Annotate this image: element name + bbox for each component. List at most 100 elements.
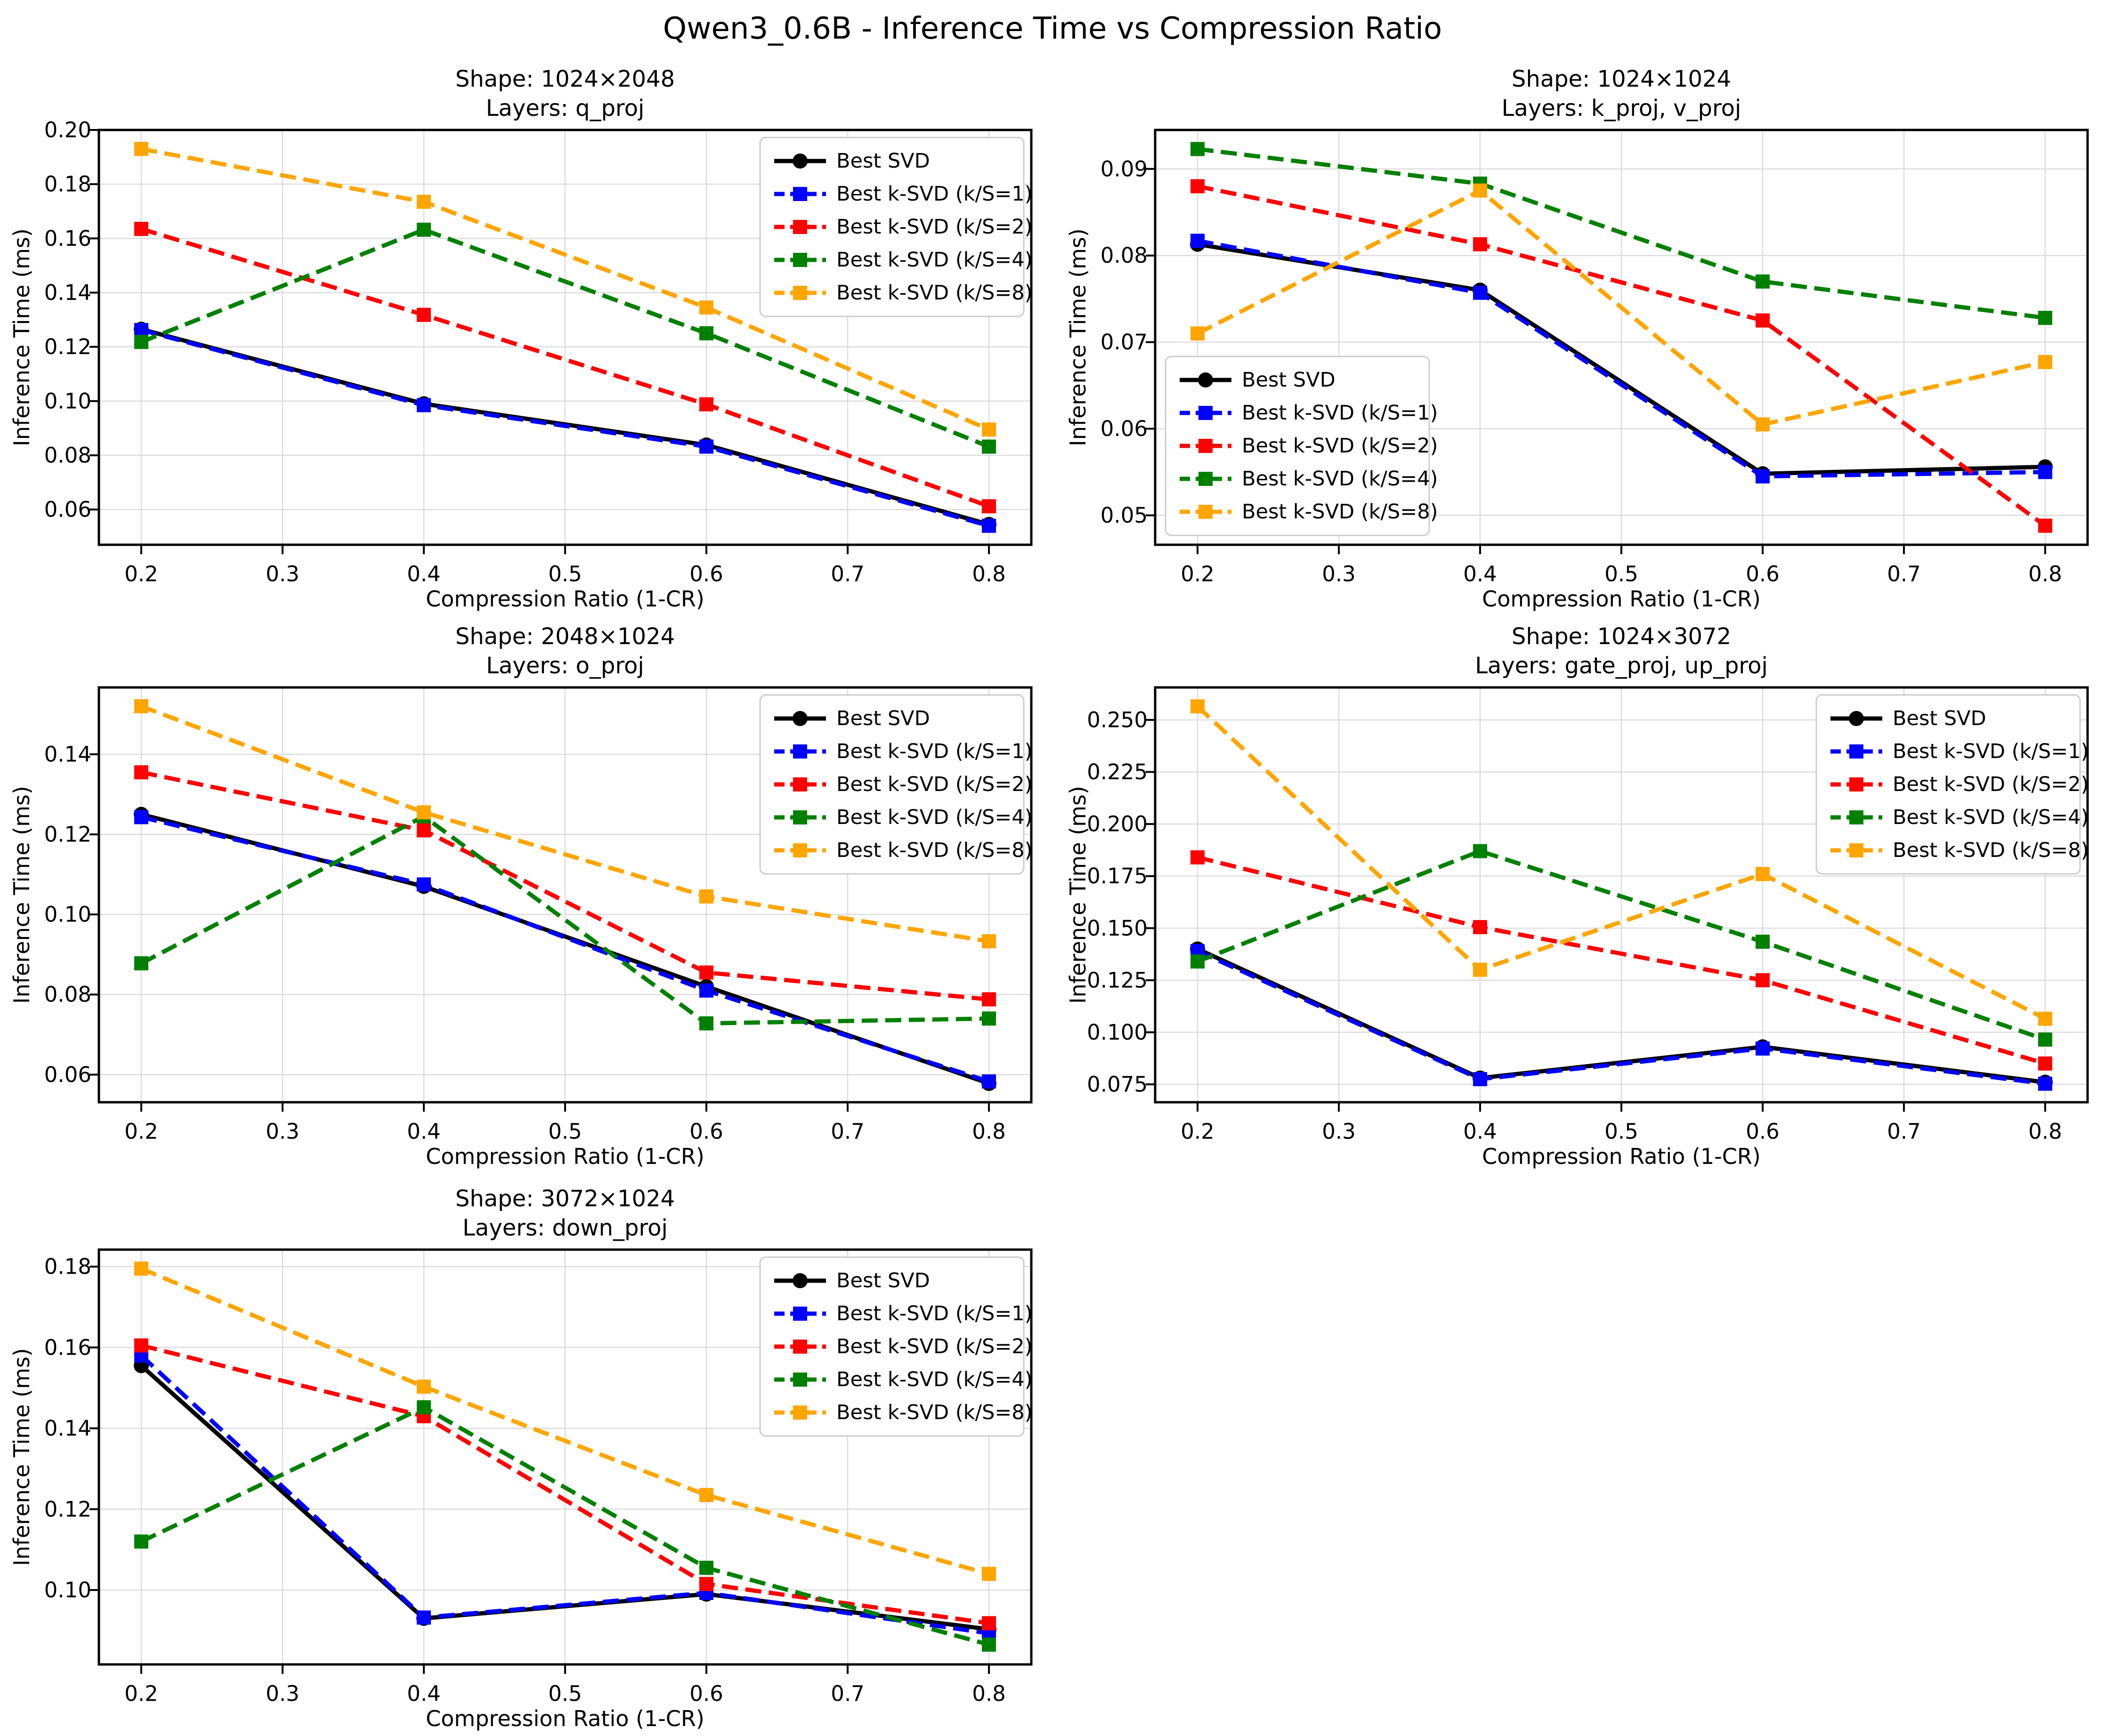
subplot-down-proj: Shape: 3072×1024 Layers: down_proj 0.2 0.3 0… (0, 1176, 1052, 1736)
x-tick-label: 0.2 (124, 562, 158, 587)
data-point-marker (699, 889, 713, 904)
legend-label: Best k-SVD (k/S=1) (836, 1302, 1032, 1325)
data-point-marker (417, 307, 431, 322)
y-tick-label: 0.06 (44, 497, 91, 522)
legend-label: Best SVD (1893, 707, 1986, 730)
legend-label: Best k-SVD (k/S=2) (1242, 434, 1438, 458)
y-tick-label: 0.175 (1087, 864, 1148, 888)
legend-marker (1198, 439, 1213, 453)
legend-marker (793, 744, 807, 759)
legend-label: Best k-SVD (k/S=1) (836, 740, 1032, 763)
data-point-marker (982, 422, 996, 437)
legend-marker (793, 286, 807, 300)
subplot-title: Shape: 1024×3072 Layers: gate_proj, up_pr… (1475, 623, 1768, 679)
data-point-marker (699, 965, 713, 980)
data-point-marker (417, 823, 431, 838)
subplot-title-shape: Shape: 3072×1024 (455, 1186, 675, 1212)
legend-marker (793, 1405, 807, 1420)
series-best-k-svd-k-s-1- (134, 323, 996, 533)
y-tick-label: 0.14 (44, 280, 91, 305)
y-axis-label: Inference Time (ms) (9, 786, 34, 1004)
data-point-marker (417, 398, 431, 412)
x-tick-label: 0.5 (548, 1681, 582, 1706)
subplot-title: Shape: 2048×1024 Layers: o_proj (455, 623, 675, 679)
series-best-k-svd-k-s-4- (134, 222, 996, 454)
y-tick-label: 0.225 (1087, 759, 1148, 784)
y-axis-label: Inference Time (ms) (1065, 786, 1091, 1004)
data-point-marker (134, 1261, 148, 1276)
data-point-marker (417, 805, 431, 820)
legend-marker (793, 153, 808, 169)
x-tick-label: 0.6 (689, 1119, 723, 1144)
data-point-marker (982, 1616, 996, 1631)
legend-label: Best k-SVD (k/S=1) (1893, 740, 2089, 763)
data-point-marker (134, 765, 148, 780)
subplot-title-layers: Layers: down_proj (462, 1215, 668, 1241)
x-tick-label: 0.2 (124, 1119, 158, 1144)
subplot-title-layers: Layers: o_proj (486, 653, 644, 679)
x-tick-label: 0.7 (831, 1681, 865, 1706)
legend-label: Best k-SVD (k/S=1) (836, 182, 1032, 206)
legend: Best SVD Best k-SVD (k/S=1) Best k-SVD (k/… (759, 137, 1032, 317)
data-point-marker (982, 1074, 996, 1089)
data-point-marker (1473, 920, 1487, 935)
data-point-marker (982, 518, 996, 533)
data-point-marker (134, 1534, 148, 1549)
y-tick-label: 0.150 (1087, 916, 1148, 941)
series-best-k-svd-k-s-4- (1190, 844, 2052, 1047)
series-best-k-svd-k-s-1- (134, 810, 996, 1089)
subplot-title: Shape: 1024×2048 Layers: q_proj (455, 66, 675, 121)
data-point-marker (982, 934, 996, 949)
y-tick-label: 0.075 (1087, 1072, 1148, 1097)
data-point-marker (134, 323, 148, 337)
data-point-marker (699, 300, 713, 315)
x-tick-label: 0.7 (1887, 562, 1921, 587)
x-tick-label: 0.3 (1322, 562, 1356, 587)
y-tick-label: 0.16 (44, 1335, 91, 1360)
data-point-marker (1473, 1072, 1487, 1086)
x-tick-label: 0.4 (407, 562, 441, 587)
legend-label: Best k-SVD (k/S=8) (836, 281, 1032, 305)
y-tick-label: 0.250 (1087, 707, 1148, 732)
data-point-marker (417, 1380, 431, 1394)
data-point-marker (417, 1610, 431, 1625)
subplot-title-layers: Layers: k_proj, v_proj (1502, 95, 1741, 121)
subplot-title-shape: Shape: 2048×1024 (455, 623, 675, 650)
legend: Best SVD Best k-SVD (k/S=1) Best k-SVD (k/… (759, 694, 1032, 875)
x-tick-label: 0.2 (1181, 562, 1214, 587)
y-tick-label: 0.12 (44, 334, 91, 359)
x-tick-label: 0.4 (1463, 1119, 1497, 1144)
legend-label: Best SVD (1242, 368, 1336, 392)
legend-marker (793, 843, 807, 857)
y-tick-label: 0.10 (44, 902, 91, 927)
data-point-marker (1190, 326, 1205, 341)
data-point-marker (1190, 954, 1205, 969)
data-point-marker (134, 142, 148, 156)
x-tick-label: 0.2 (1181, 1119, 1214, 1144)
series-best-k-svd-k-s-2- (1190, 850, 2052, 1071)
x-tick-label: 0.4 (407, 1681, 441, 1706)
data-point-marker (1473, 285, 1487, 300)
y-axis: 0.06 0.08 0.10 0.12 0.14 0.16 0.18 0.20 Inferenc… (9, 118, 99, 522)
series-best-k-svd-k-s-1- (1190, 234, 2052, 484)
x-tick-label: 0.7 (1887, 1119, 1921, 1144)
legend-marker (1849, 777, 1863, 791)
y-tick-label: 0.12 (44, 1497, 91, 1522)
legend-marker (1849, 744, 1863, 759)
y-tick-label: 0.06 (44, 1062, 91, 1087)
subplot-title-shape: Shape: 1024×1024 (1512, 66, 1731, 92)
data-point-marker (699, 439, 713, 454)
subplot-title-shape: Shape: 1024×2048 (455, 66, 675, 92)
data-point-marker (2038, 1032, 2052, 1047)
data-point-marker (2038, 1076, 2052, 1091)
x-tick-label: 0.6 (689, 1681, 723, 1706)
data-point-marker (699, 326, 713, 340)
legend-label: Best k-SVD (k/S=8) (1893, 839, 2089, 862)
legend-label: Best SVD (836, 1269, 930, 1292)
data-point-marker (1190, 142, 1205, 156)
data-point-marker (134, 222, 148, 236)
series-best-k-svd-k-s-4- (134, 809, 996, 1031)
legend-label: Best k-SVD (k/S=4) (1893, 806, 2089, 829)
